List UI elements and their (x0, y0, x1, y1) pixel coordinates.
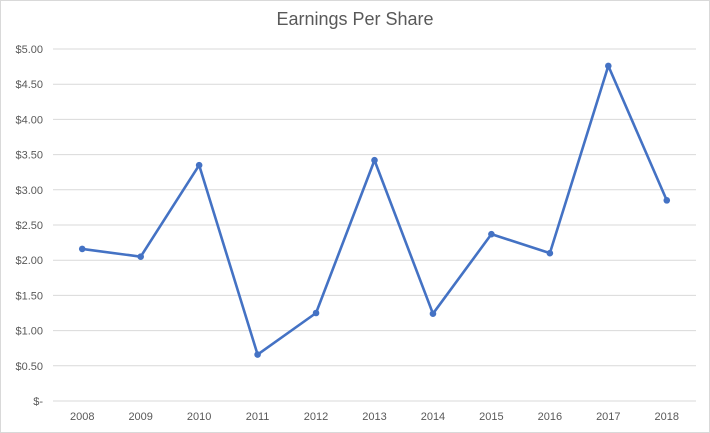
x-tick-label: 2010 (187, 411, 211, 423)
data-point (429, 310, 437, 318)
series-eps (78, 62, 671, 358)
data-point (195, 161, 203, 169)
x-tick-label: 2016 (538, 411, 562, 423)
x-tick-label: 2008 (70, 411, 94, 423)
x-tick-label: 2014 (421, 411, 445, 423)
data-point (488, 230, 495, 238)
x-axis-tick-labels: 2008 2009 2010 2011 2012 2013 2014 2015 2016 2017… (70, 411, 679, 423)
gridlines (53, 48, 696, 402)
x-tick-label: 2017 (596, 411, 620, 423)
y-tick-label: $3.50 (15, 150, 43, 162)
data-point (546, 249, 554, 257)
data-point (312, 309, 320, 317)
data-point (78, 245, 86, 253)
y-tick-label: $1.50 (15, 290, 43, 302)
data-point (371, 156, 378, 164)
x-tick-label: 2013 (362, 411, 386, 423)
y-tick-label: $3.00 (15, 185, 43, 197)
x-tick-label: 2012 (304, 411, 328, 423)
x-tick-label: 2018 (655, 411, 679, 423)
data-point (254, 351, 261, 358)
y-axis-tick-labels: $- $0.50 $1.00 $1.50 $2.00 $2.50 $3.00 $3.50 $4.… (15, 44, 43, 408)
chart-title: Earnings Per Share (276, 9, 434, 29)
y-tick-label: $5.00 (15, 44, 43, 56)
x-tick-label: 2011 (246, 411, 270, 423)
y-tick-label: $4.50 (15, 79, 43, 91)
data-point (605, 62, 612, 70)
y-tick-label: $0.50 (15, 361, 43, 373)
y-tick-label: $4.00 (15, 114, 43, 126)
data-point (663, 197, 671, 204)
y-tick-label: $2.50 (15, 220, 43, 232)
y-tick-label: $2.00 (15, 255, 43, 267)
data-point (137, 253, 144, 260)
y-tick-label: $- (33, 396, 43, 408)
y-tick-label: $1.00 (15, 326, 43, 338)
series-line (82, 64, 668, 356)
x-tick-label: 2009 (128, 411, 152, 423)
x-tick-label: 2015 (479, 411, 503, 423)
